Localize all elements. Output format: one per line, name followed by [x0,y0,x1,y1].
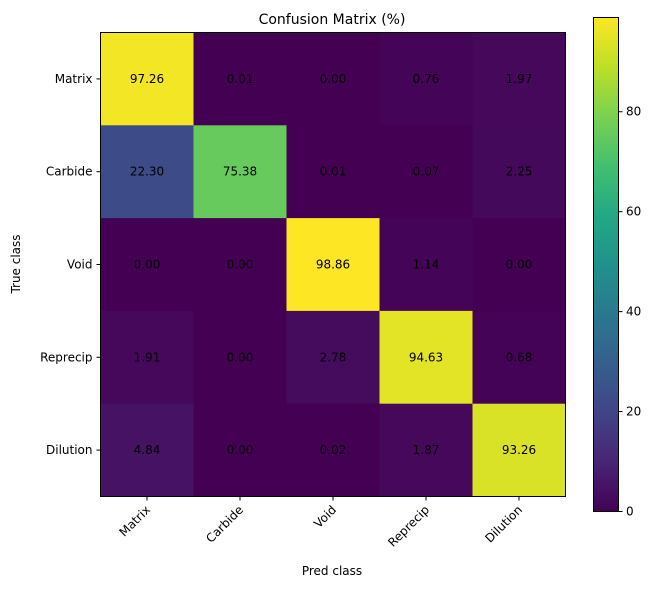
cell-value-label: 97.26 [130,72,164,86]
colorbar-tick-label: 60 [626,205,641,219]
cell-value-label: 0.76 [413,72,440,86]
cell-value-label: 0.02 [320,443,347,457]
heatmap-cell [472,310,566,405]
x-tick-label: Dilution [482,503,525,546]
cell-value-label: 22.30 [130,165,164,179]
cell-value-label: 0.68 [506,350,533,364]
cell-value-label: 4.84 [134,443,161,457]
heatmap-cell [286,310,380,405]
cell-value-label: 0.00 [227,350,254,364]
cell-value-label: 0.00 [320,72,347,86]
heatmap-cell [100,403,194,497]
x-tick-label: Void [311,503,339,531]
y-tick-label: Dilution [46,443,93,457]
y-tick-label: Void [67,258,93,272]
cell-value-label: 2.78 [320,350,347,364]
colorbar-tick-label: 20 [626,405,641,419]
heatmap-cell [193,403,287,497]
heatmap-cell [472,125,566,219]
heatmap-cell [100,310,194,405]
colorbar-tick-label: 80 [626,105,641,119]
heatmap-cell [472,403,566,497]
cell-value-label: 98.86 [316,258,350,272]
heatmap-cell [193,310,287,405]
heatmap-cell [379,125,473,219]
cell-value-label: 0.00 [227,258,254,272]
cell-value-label: 1.87 [413,443,440,457]
cell-value-label: 1.14 [413,258,440,272]
x-axis-label: Pred class [302,564,362,578]
heatmap-cell [193,218,287,312]
heatmap-cell [379,310,473,405]
heatmap-cell [286,32,380,126]
heatmap-cell [100,32,194,126]
cell-value-label: 2.25 [506,165,533,179]
heatmap-cell [193,32,287,126]
heatmap-cell [100,218,194,312]
x-tick-label: Reprecip [385,503,432,550]
y-tick-label: Carbide [46,165,93,179]
cell-value-label: 0.01 [320,165,347,179]
heatmap-cell [286,403,380,497]
heatmap-cell [472,32,566,126]
cell-value-label: 0.00 [134,258,161,272]
cell-value-label: 0.01 [227,72,254,86]
cell-value-label: 1.97 [506,72,533,86]
heatmap-cell [472,218,566,312]
y-axis-label: True class [9,234,23,294]
chart-title: Confusion Matrix (%) [259,12,406,28]
heatmap-cell [379,218,473,312]
heatmap-cell [379,32,473,126]
x-tick-label: Carbide [203,503,246,546]
cell-value-label: 0.00 [506,258,533,272]
cell-value-label: 0.00 [227,443,254,457]
cell-value-label: 0.07 [413,165,440,179]
colorbar-tick-label: 40 [626,305,641,319]
heatmap-cell [100,125,194,219]
heatmap-cell [286,218,380,312]
cell-value-label: 75.38 [223,165,257,179]
x-tick-label: Matrix [117,503,154,540]
heatmap-cell [379,403,473,497]
heatmap-cell [286,125,380,219]
colorbar-tick-label: 0 [626,505,634,519]
heatmap-cell [193,125,287,219]
cell-value-label: 94.63 [409,350,443,364]
y-tick-label: Reprecip [40,350,92,364]
colorbar [593,17,619,512]
cell-value-label: 1.91 [134,350,161,364]
cell-value-label: 93.26 [502,443,536,457]
y-tick-label: Matrix [55,72,93,86]
